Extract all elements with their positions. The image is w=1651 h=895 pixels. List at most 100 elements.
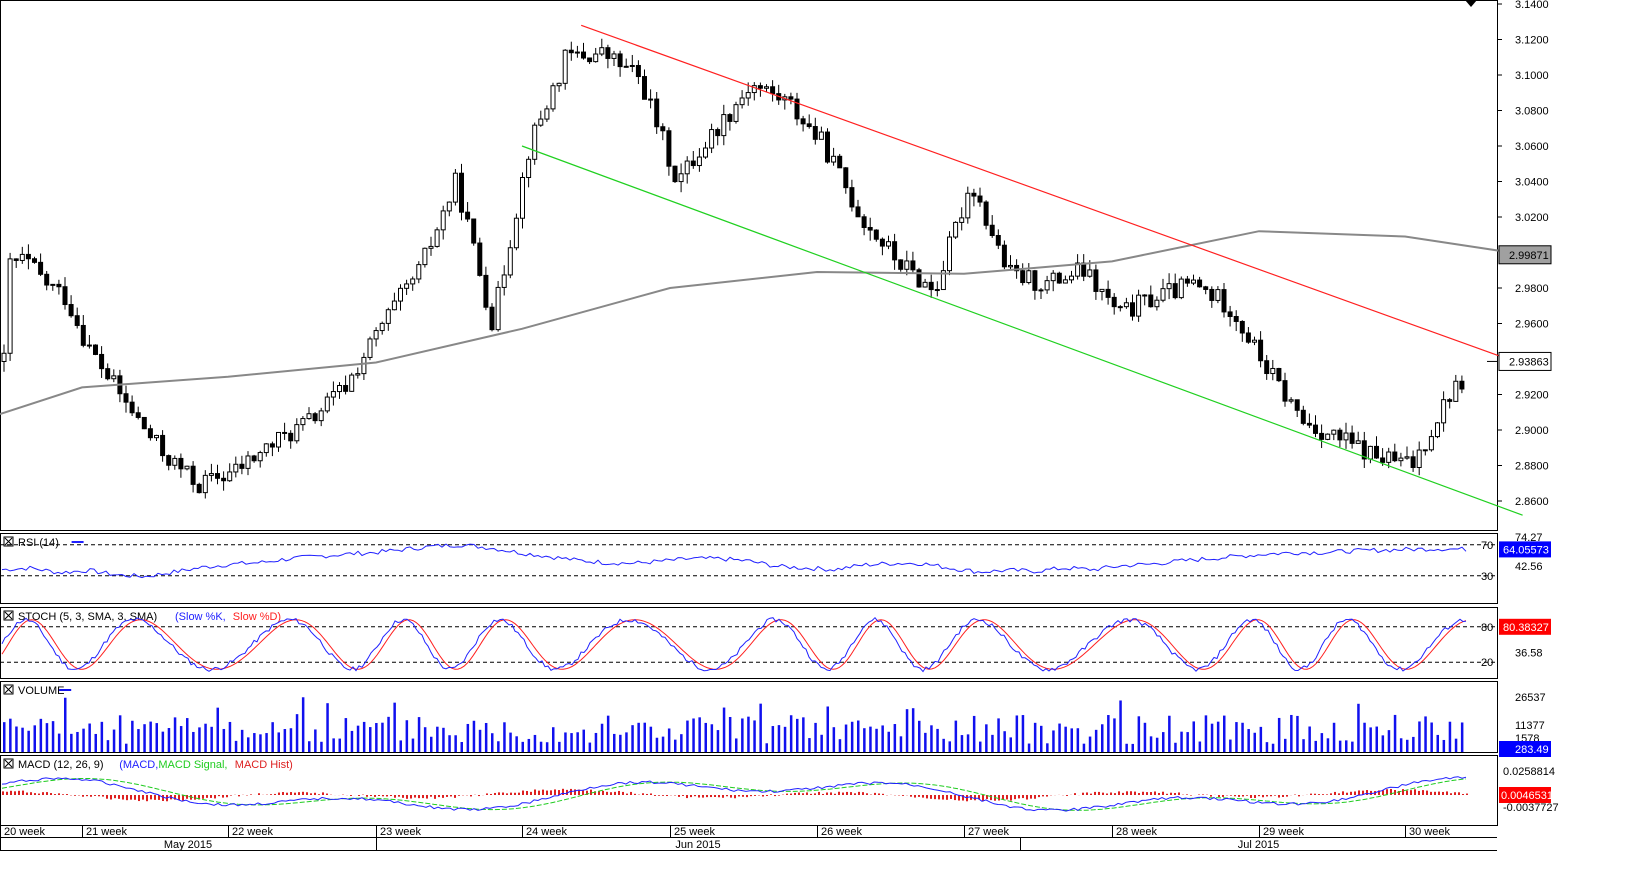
macd-hist-bar xyxy=(1154,791,1156,795)
volume-bar xyxy=(448,735,451,752)
macd-line xyxy=(1,776,1467,812)
macd-hist-bar xyxy=(1114,793,1116,795)
volume-bar xyxy=(1058,723,1061,752)
macd-hist-bar xyxy=(1258,795,1260,797)
macd-hist-bar xyxy=(662,795,664,796)
volume-bar xyxy=(1125,743,1128,752)
macd-hist-bar xyxy=(1042,795,1044,797)
macd-hist-bar xyxy=(1202,794,1204,795)
candle-down xyxy=(1184,278,1190,284)
candle-up xyxy=(349,374,355,392)
macd-hist-bar xyxy=(1334,791,1336,795)
candle-down xyxy=(1105,288,1111,298)
macd-hist-bar xyxy=(1122,792,1124,795)
macd-hist-bar xyxy=(146,795,148,802)
macd-hist-bar xyxy=(938,795,940,800)
macd-hist-bar xyxy=(1346,792,1348,795)
macd-hist-bar xyxy=(1146,792,1148,795)
candle-down xyxy=(239,463,245,469)
macd-hist-bar xyxy=(926,795,928,799)
candle-down xyxy=(837,155,843,169)
candle-up xyxy=(1050,272,1056,282)
macd-hist-bar xyxy=(1418,790,1420,795)
week-label: 30 week xyxy=(1409,826,1450,838)
volume-bar xyxy=(131,720,134,752)
macd-hist-bar xyxy=(186,795,188,799)
volume-bar xyxy=(161,731,165,752)
macd-hist-bar xyxy=(98,795,100,797)
volume-bar xyxy=(1338,740,1342,752)
candle-down xyxy=(770,86,776,95)
volume-bar xyxy=(710,724,714,752)
candle-down xyxy=(715,129,721,137)
volume-bar xyxy=(515,736,518,752)
rsi-axis-top-label: 74.27 xyxy=(1515,532,1543,544)
stoch-panel: STOCH (5, 3, SMA, 3, SMA) (Slow %K, Slow %… xyxy=(0,610,1551,673)
volume-bar xyxy=(259,734,262,752)
candle-up xyxy=(922,281,928,288)
volume-axis-mid1: 11377 xyxy=(1515,720,1545,732)
candle-up xyxy=(544,108,550,120)
macd-hist-bar xyxy=(1022,795,1024,799)
macd-hist-bar xyxy=(1242,795,1244,797)
macd-hist-bar xyxy=(974,795,976,801)
candle-up xyxy=(1386,451,1392,463)
macd-hist-bar xyxy=(1082,792,1084,795)
macd-hist-bar xyxy=(522,790,524,795)
candle-down xyxy=(190,465,196,485)
volume-bar xyxy=(222,728,226,752)
candle-up xyxy=(818,131,824,140)
week-label: 29 week xyxy=(1263,826,1304,838)
volume-bar xyxy=(698,717,701,752)
volume-bar xyxy=(613,733,616,752)
macd-hist-bar xyxy=(1426,790,1428,795)
macd-hist-bar xyxy=(134,795,136,800)
candle-up xyxy=(526,158,532,178)
volume-bar xyxy=(954,720,958,752)
macd-hist-bar xyxy=(990,795,992,801)
macd-hist-bar xyxy=(1002,795,1004,800)
volume-bar xyxy=(33,725,36,752)
macd-hist-bar xyxy=(834,793,836,795)
candle-up xyxy=(355,373,361,376)
volume-bar xyxy=(1003,731,1006,752)
rsi-level-label: 30 xyxy=(1481,571,1493,583)
macd-hist-bar xyxy=(1074,793,1076,795)
macd-hist-bar xyxy=(1262,795,1264,798)
volume-bar xyxy=(533,734,537,752)
macd-hist-bar xyxy=(858,791,860,795)
macd-hist-bar xyxy=(802,793,804,795)
volume-bar xyxy=(228,721,232,752)
volume-bar xyxy=(253,733,256,752)
candle-down xyxy=(123,393,129,403)
candle-up xyxy=(1288,399,1294,402)
volume-bar xyxy=(1332,722,1336,752)
macd-hist-bar xyxy=(206,795,208,798)
macd-hist-bar xyxy=(698,795,700,798)
macd-hist-bar xyxy=(438,795,440,798)
macd-hist-bar xyxy=(578,789,580,795)
candle-up xyxy=(202,474,208,494)
candle-up xyxy=(947,236,952,272)
candle-down xyxy=(312,413,318,422)
volume-bar xyxy=(387,716,390,752)
candle-up xyxy=(745,92,751,99)
macd-hist-bar xyxy=(1090,793,1092,795)
volume-bar xyxy=(820,734,823,752)
volume-bar xyxy=(881,725,884,752)
volume-bar xyxy=(814,722,817,752)
macd-hist-bar xyxy=(786,793,788,795)
candle-up xyxy=(965,192,971,219)
macd-hist-bar xyxy=(1030,795,1032,799)
macd-hist-bar xyxy=(806,792,808,795)
candle-up xyxy=(733,104,739,122)
candle-down xyxy=(983,201,989,226)
macd-hist-bar xyxy=(138,795,140,802)
macd-hist-bar xyxy=(930,795,932,799)
macd-hist-bar xyxy=(710,795,712,798)
price-panel: 3.1400 3.1200 3.1000 3.0800 3.0600 3.0400 3.02… xyxy=(0,0,1552,516)
candle-down xyxy=(1459,380,1465,390)
volume-bar xyxy=(1442,739,1446,752)
macd-hist-bar xyxy=(546,790,548,795)
macd-hist-bar xyxy=(62,794,64,795)
